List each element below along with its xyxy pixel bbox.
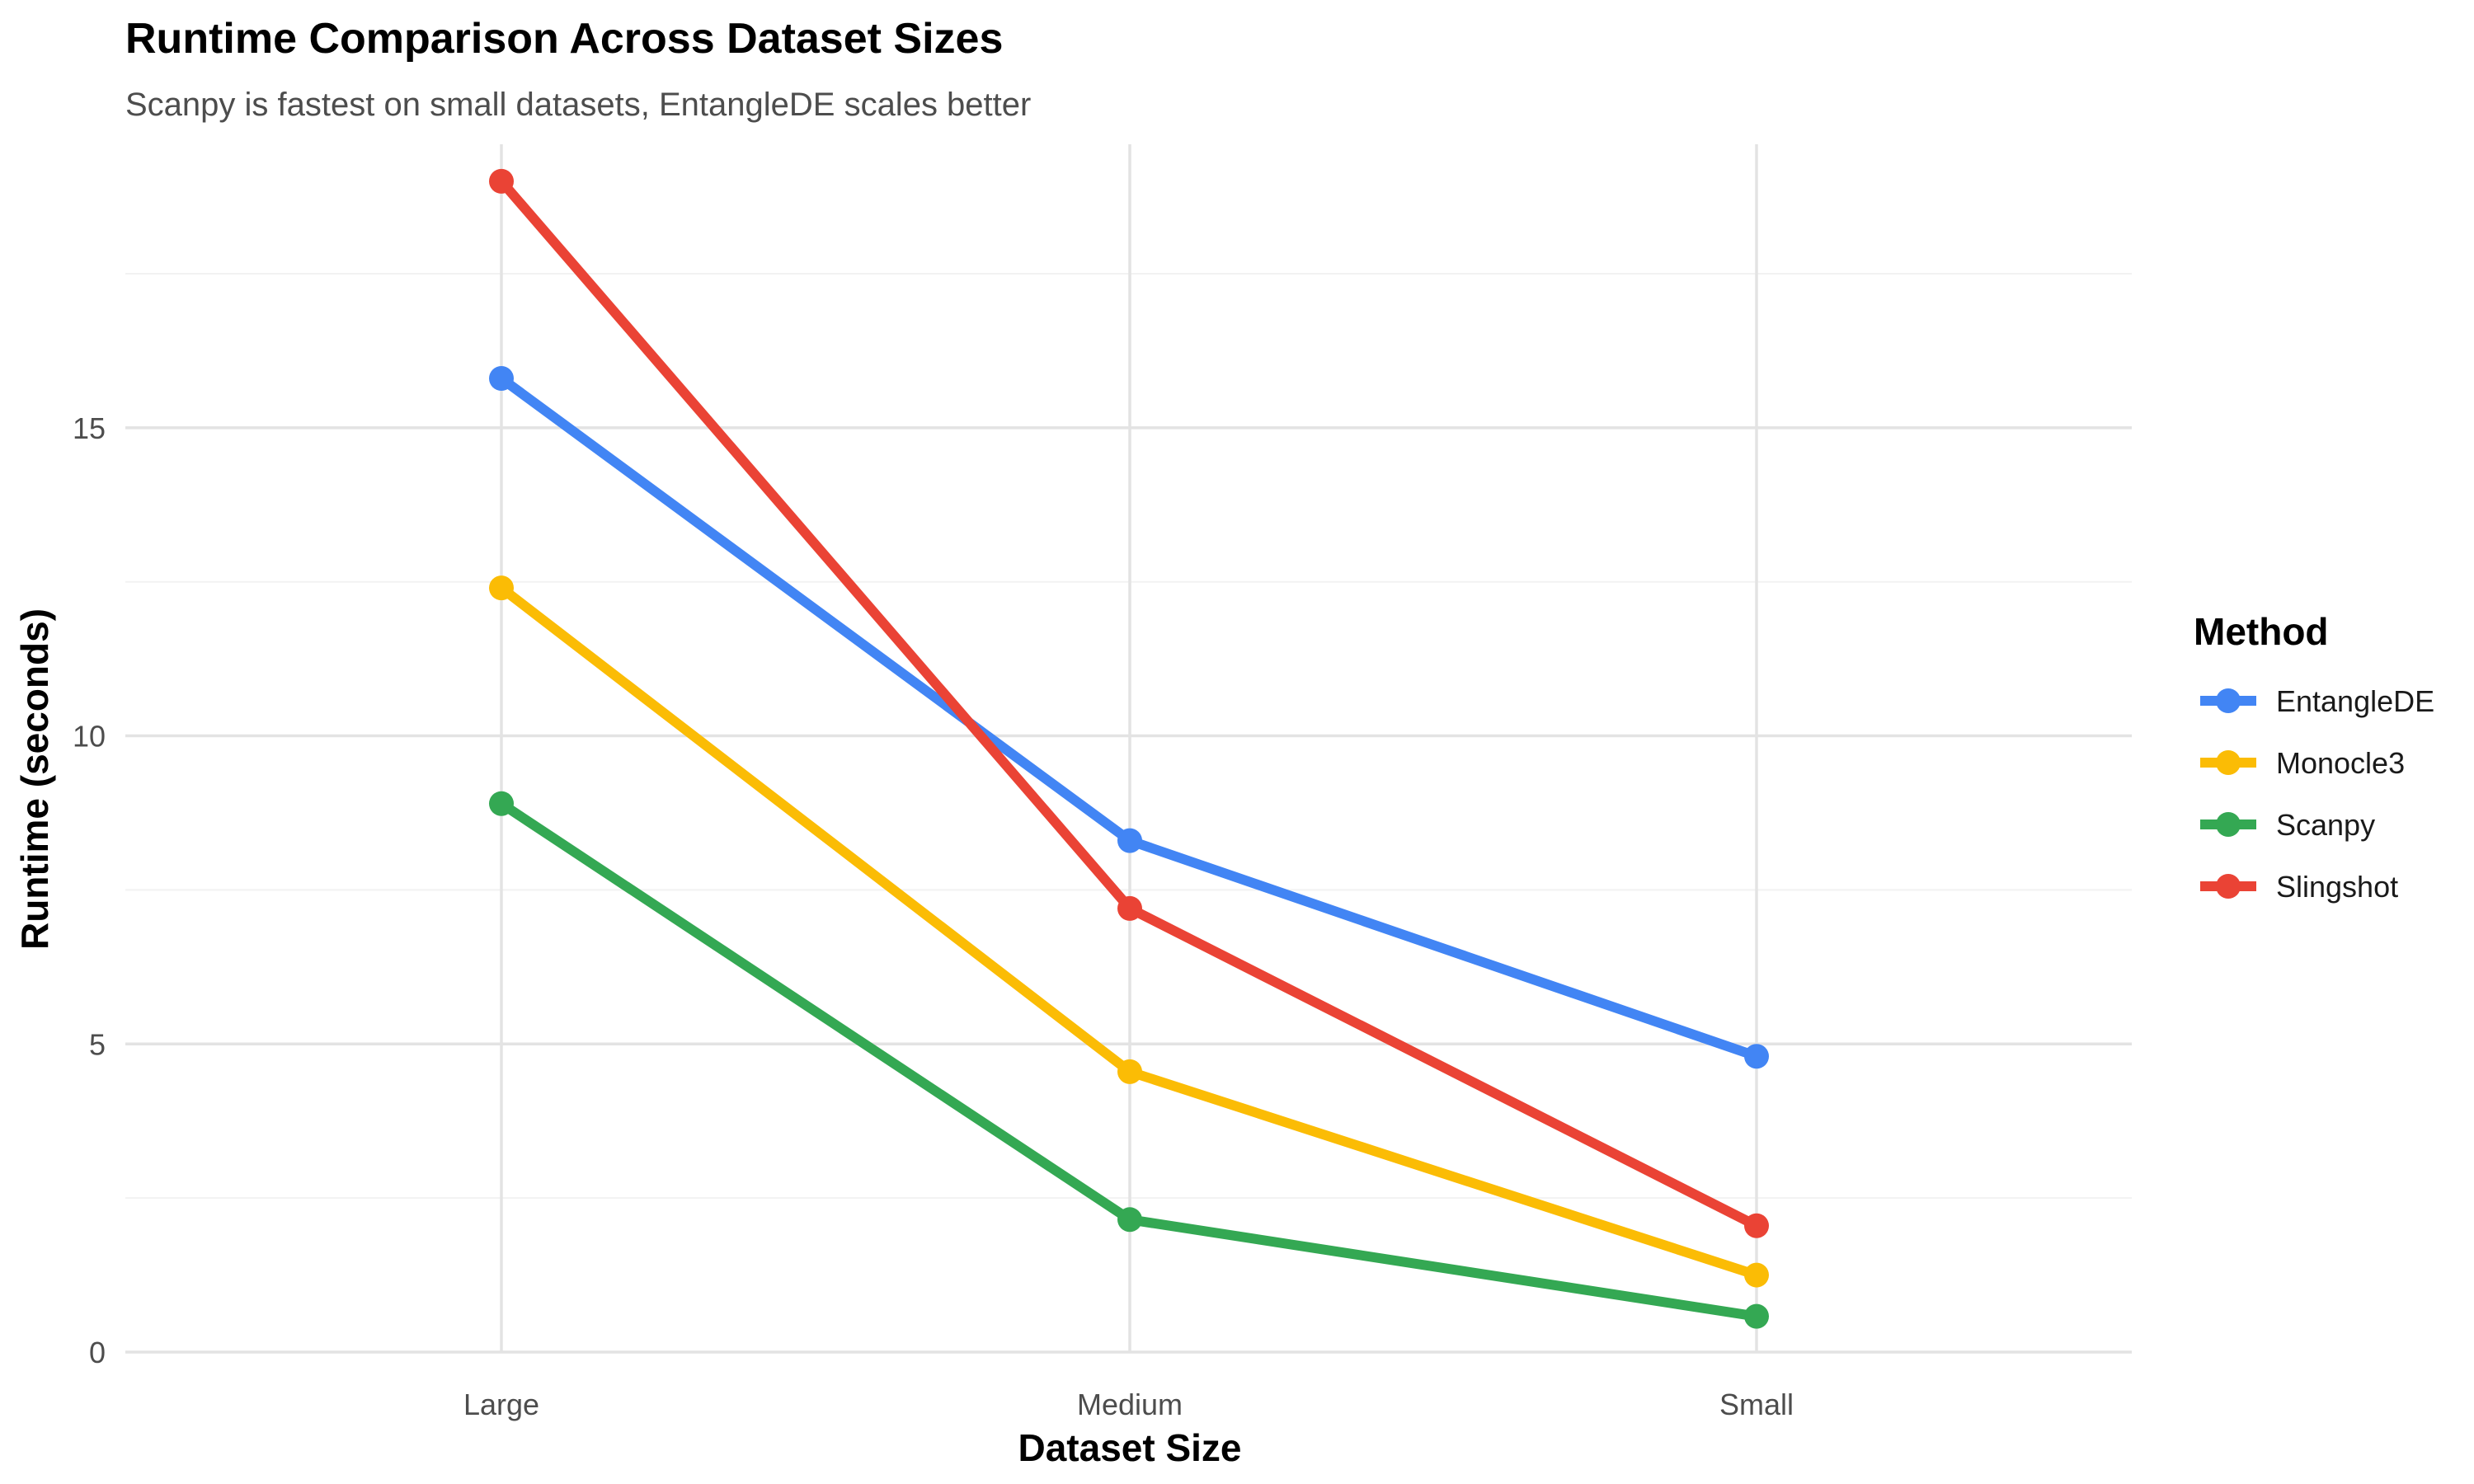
legend-key-point: [2216, 750, 2241, 775]
legend-key-point: [2216, 812, 2241, 837]
y-tick-label: 15: [73, 411, 106, 445]
y-tick-label: 0: [89, 1336, 106, 1369]
data-point: [489, 366, 514, 392]
series-scanpy: [489, 791, 1769, 1329]
data-point: [489, 791, 514, 816]
grid-lines: [125, 144, 2132, 1354]
chart-title: Runtime Comparison Across Dataset Sizes: [125, 15, 1003, 63]
data-point: [1744, 1044, 1769, 1069]
series-entanglede: [489, 366, 1769, 1069]
legend-label: Scanpy: [2276, 808, 2375, 842]
series-monocle3: [489, 575, 1769, 1288]
legend-item: Scanpy: [2200, 808, 2375, 842]
plot-area: [125, 144, 2132, 1354]
data-point: [1117, 1207, 1142, 1233]
y-tick-label: 5: [89, 1027, 106, 1061]
data-point: [1744, 1213, 1769, 1238]
data-point: [1117, 895, 1142, 921]
x-tick-label: Small: [1719, 1388, 1794, 1421]
data-point: [1744, 1303, 1769, 1329]
series-layer: [489, 168, 1769, 1329]
legend-item: Monocle3: [2200, 746, 2405, 780]
legend-label: Slingshot: [2276, 870, 2398, 904]
data-point: [1744, 1262, 1769, 1288]
x-axis-ticks: Large Medium Small: [463, 1388, 1794, 1421]
x-tick-label: Medium: [1077, 1388, 1183, 1421]
x-axis-title: Dataset Size: [1018, 1426, 1241, 1469]
legend-item: EntangleDE: [2200, 684, 2434, 718]
chart-subtitle: Scanpy is fastest on small datasets, Ent…: [125, 87, 1031, 123]
legend-label: Monocle3: [2276, 746, 2405, 780]
y-axis-ticks: 0 5 10 15: [73, 411, 106, 1369]
data-point: [1117, 828, 1142, 853]
legend-key-point: [2216, 688, 2241, 713]
data-point: [489, 575, 514, 601]
data-point: [489, 168, 514, 194]
series-slingshot: [489, 168, 1769, 1238]
y-tick-label: 10: [73, 720, 106, 754]
x-tick-label: Large: [463, 1388, 539, 1421]
legend-item: Slingshot: [2200, 870, 2398, 904]
legend: Method EntangleDE Monocle3 Scanpy Slingshot: [2194, 610, 2434, 904]
legend-key-point: [2216, 874, 2241, 899]
legend-title: Method: [2194, 610, 2329, 653]
y-axis-title: Runtime (seconds): [13, 608, 56, 950]
data-point: [1117, 1059, 1142, 1084]
legend-items: EntangleDE Monocle3 Scanpy Slingshot: [2200, 684, 2434, 904]
legend-label: EntangleDE: [2276, 684, 2434, 718]
